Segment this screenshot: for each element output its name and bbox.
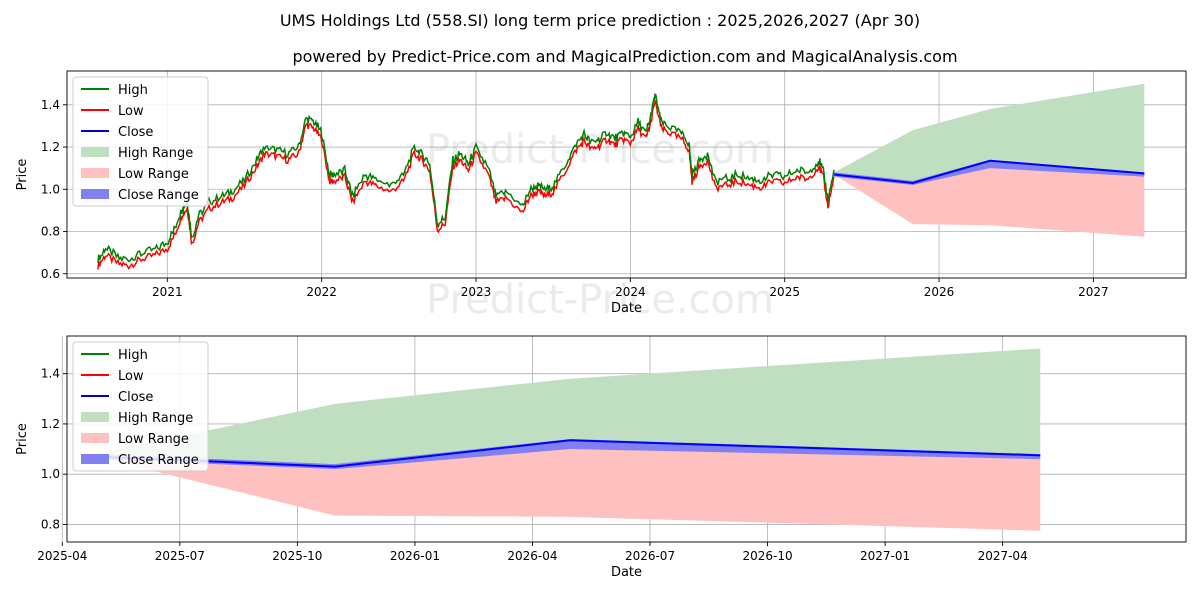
- close-range-area: [834, 159, 1145, 186]
- top-chart-panel: Predict-Price.com Predict-Price.com 2021 20…: [15, 70, 1187, 323]
- legend-patch-swatch: [81, 189, 109, 199]
- close-forecast-line: [95, 439, 1041, 468]
- close-forecast-line: [833, 159, 1145, 184]
- legend-label: Low: [118, 104, 144, 119]
- legend-patch-swatch: [81, 147, 109, 157]
- y-tick-label: 0.8: [41, 225, 60, 239]
- x-tick-label: 2027-01: [860, 549, 910, 563]
- legend-patch-swatch: [81, 412, 109, 422]
- y-tick-label: 1.0: [41, 467, 60, 481]
- y-tick-label: 1.2: [41, 140, 60, 154]
- y-tick-label: 1.4: [41, 367, 60, 381]
- y-tick-label: 1.0: [41, 182, 60, 196]
- x-tick-label: 2025: [769, 285, 800, 299]
- axes-frame: [66, 335, 1187, 543]
- x-tick-label: 2027: [1078, 285, 1109, 299]
- close-range-area: [95, 439, 1041, 470]
- bottom-chart-panel: Predict-Price.com2025-042025-072025-1020…: [15, 335, 1187, 580]
- low-range-area: [834, 160, 1145, 237]
- high-range-area: [95, 348, 1041, 467]
- legend-patch-swatch: [81, 433, 109, 443]
- legend-patch-swatch: [81, 454, 109, 464]
- legend-label: Close: [118, 390, 153, 405]
- x-axis-label: Date: [611, 301, 642, 316]
- y-tick-label: 0.6: [41, 267, 60, 281]
- legend-label: High Range: [118, 411, 193, 426]
- plot-area: [97, 83, 1145, 270]
- x-tick-label: 2021: [152, 285, 183, 299]
- legend-label: High Range: [118, 146, 193, 161]
- y-tick-label: 0.8: [41, 517, 60, 531]
- y-tick-label: 1.2: [41, 417, 60, 431]
- legend-label: High: [118, 83, 148, 98]
- chart-subtitle: powered by Predict-Price.com and Magical…: [292, 47, 957, 66]
- chart-title: UMS Holdings Ltd (558.SI) long term pric…: [280, 11, 920, 30]
- y-axis-label: Price: [15, 159, 30, 191]
- plot-area: [95, 348, 1041, 531]
- x-tick-label: 2025-04: [37, 549, 87, 563]
- watermark-text: Predict-Price.com: [426, 277, 774, 323]
- low-range-area: [95, 440, 1041, 531]
- y-axis-label: Price: [15, 423, 30, 455]
- x-tick-label: 2026-01: [390, 549, 440, 563]
- x-tick-label: 2024: [615, 285, 646, 299]
- legend: High Low Close High Range Low Range Close Ran…: [72, 76, 209, 207]
- low-series-line: [97, 100, 835, 270]
- x-tick-label: 2026-07: [625, 549, 675, 563]
- axes-frame: [66, 70, 1187, 279]
- legend-label: Low Range: [118, 432, 189, 447]
- x-tick-label: 2026: [924, 285, 955, 299]
- y-tick-label: 1.4: [41, 98, 60, 112]
- legend-label: Close Range: [118, 453, 199, 468]
- x-tick-label: 2023: [461, 285, 492, 299]
- legend-patch-swatch: [81, 168, 109, 178]
- x-tick-label: 2025-10: [272, 549, 322, 563]
- x-tick-label: 2026-10: [742, 549, 792, 563]
- legend-label: Low: [118, 369, 144, 384]
- x-tick-label: 2027-04: [978, 549, 1028, 563]
- legend: High Low Close High Range Low Range Close Ran…: [72, 341, 209, 472]
- high-series-line: [97, 93, 835, 263]
- legend-label: Close Range: [118, 188, 199, 203]
- x-axis-label: Date: [611, 565, 642, 580]
- legend-label: Close: [118, 125, 153, 140]
- legend-label: Low Range: [118, 167, 189, 182]
- high-range-area: [834, 83, 1145, 183]
- x-tick-label: 2022: [306, 285, 337, 299]
- x-tick-label: 2025-07: [155, 549, 205, 563]
- watermark-text: Predict-Price.com: [426, 127, 774, 173]
- legend-label: High: [118, 348, 148, 363]
- x-tick-label: 2026-04: [507, 549, 557, 563]
